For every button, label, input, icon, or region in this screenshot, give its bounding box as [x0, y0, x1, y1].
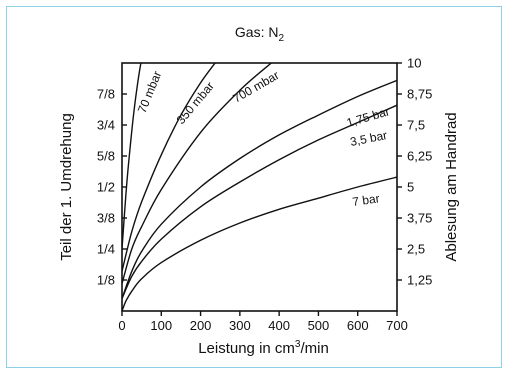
left-tick-label-6: 7/8: [97, 87, 115, 102]
series-line-7-bar: [122, 176, 397, 311]
right-tick-label-6: 8,75: [407, 87, 432, 102]
right-axis-label: Ablesung am Handrad: [443, 112, 460, 261]
series-line-350-mbar: [122, 63, 216, 272]
left-axis-label: Teil der 1. Umdrehung: [58, 113, 75, 261]
x-axis-label-superscript: 3: [295, 339, 301, 350]
right-tick-label-2: 3,75: [407, 211, 432, 226]
left-tick-label-1: 1/4: [97, 242, 115, 257]
left-tick-label-5: 3/4: [97, 118, 115, 133]
chart-title-subscript: 2: [279, 33, 285, 44]
x-tick-label-100: 100: [150, 318, 172, 333]
series-label-350-mbar: 350 mbar: [174, 79, 217, 127]
right-tick-label-5: 7,5: [407, 118, 425, 133]
x-tick-label-200: 200: [190, 318, 212, 333]
right-tick-label-4: 6,25: [407, 149, 432, 164]
chart-title: Gas: N2: [235, 24, 285, 44]
x-axis-label-suffix: /min: [300, 340, 328, 357]
right-tick-label-3: 5: [407, 180, 414, 195]
series-label-1-75-bar: 1,75 bar: [345, 104, 391, 130]
left-tick-label-3: 1/2: [97, 180, 115, 195]
series-line-70-mbar: [122, 63, 142, 250]
left-tick-label-2: 3/8: [97, 211, 115, 226]
n2-flow-chart: Gas: N2 0 100 200 300 400 500 600 700 1/8 1/4 3/8 1/…: [58, 24, 460, 357]
x-tick-label-700: 700: [386, 318, 408, 333]
right-tick-label-0: 1,25: [407, 273, 432, 288]
right-tick-label-1: 2,5: [407, 242, 425, 257]
left-tick-label-4: 5/8: [97, 149, 115, 164]
x-tick-label-300: 300: [229, 318, 251, 333]
x-tick-label-0: 0: [118, 318, 125, 333]
chart-frame: Gas: N2 0 100 200 300 400 500 600 700 1/8 1/4 3/8 1/…: [6, 6, 502, 368]
right-tick-label-7: 10: [407, 56, 421, 71]
x-axis-label: Leistung in cm3/min: [198, 339, 329, 357]
x-tick-label-400: 400: [268, 318, 290, 333]
x-tick-label-500: 500: [308, 318, 330, 333]
left-tick-label-0: 1/8: [97, 273, 115, 288]
series-label-7-bar: 7 bar: [351, 191, 380, 209]
series-label-700-mbar: 700 mbar: [231, 68, 282, 105]
x-tick-label-600: 600: [347, 318, 369, 333]
series-line-1-75-bar: [122, 79, 397, 299]
series-label-3-5-bar: 3,5 bar: [349, 128, 388, 149]
series-line-700-mbar: [122, 63, 272, 284]
series-line-3-5-bar: [122, 104, 397, 299]
